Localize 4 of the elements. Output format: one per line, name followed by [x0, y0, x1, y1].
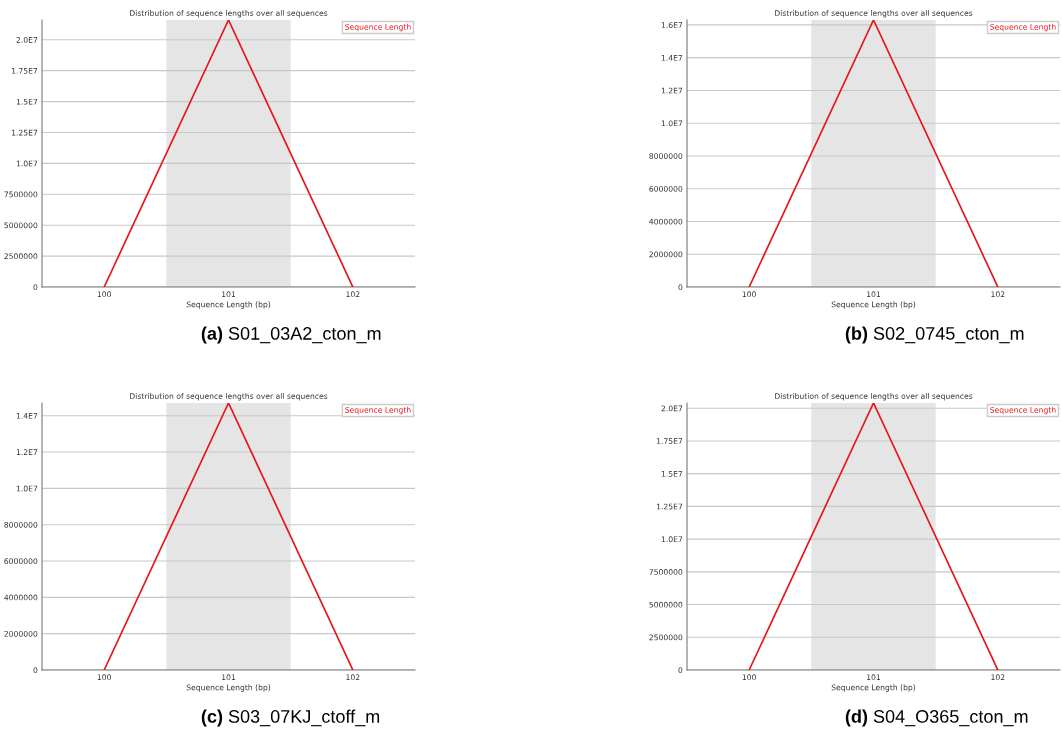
- text: (a) S01_03A2_cton_m: [201, 326, 381, 344]
- text: (b) S02_0745_cton_m: [845, 326, 1024, 344]
- text: (c) S03_07KJ_ctoff_m: [201, 709, 380, 727]
- text: (d) S04_O365_cton_m: [845, 709, 1028, 727]
